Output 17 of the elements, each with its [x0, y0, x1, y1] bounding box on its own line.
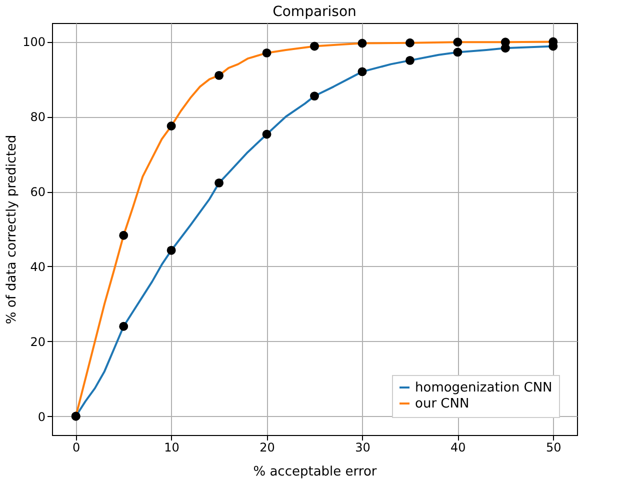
y-tick-label: 60	[30, 185, 46, 200]
y-tick-label: 20	[30, 334, 46, 349]
x-axis-title: % acceptable error	[253, 464, 378, 480]
y-tick-label: 40	[30, 260, 46, 274]
legend-label: homogenization CNN	[415, 380, 552, 396]
y-axis-title: % of data correctly predicted	[4, 134, 20, 324]
legend-label: our CNN	[415, 396, 470, 412]
x-tick-label: 50	[546, 440, 562, 454]
y-tick-label: 80	[30, 110, 46, 124]
y-tick-label: 100	[22, 35, 46, 50]
x-tick-label: 10	[164, 440, 180, 454]
chart-title: Comparison	[272, 4, 356, 20]
x-tick-label: 20	[260, 440, 275, 454]
x-tick-label: 0	[72, 440, 80, 454]
x-tick-label: 40	[450, 440, 466, 454]
x-tick-label: 30	[355, 440, 370, 454]
y-tick-label: 0	[38, 410, 46, 424]
